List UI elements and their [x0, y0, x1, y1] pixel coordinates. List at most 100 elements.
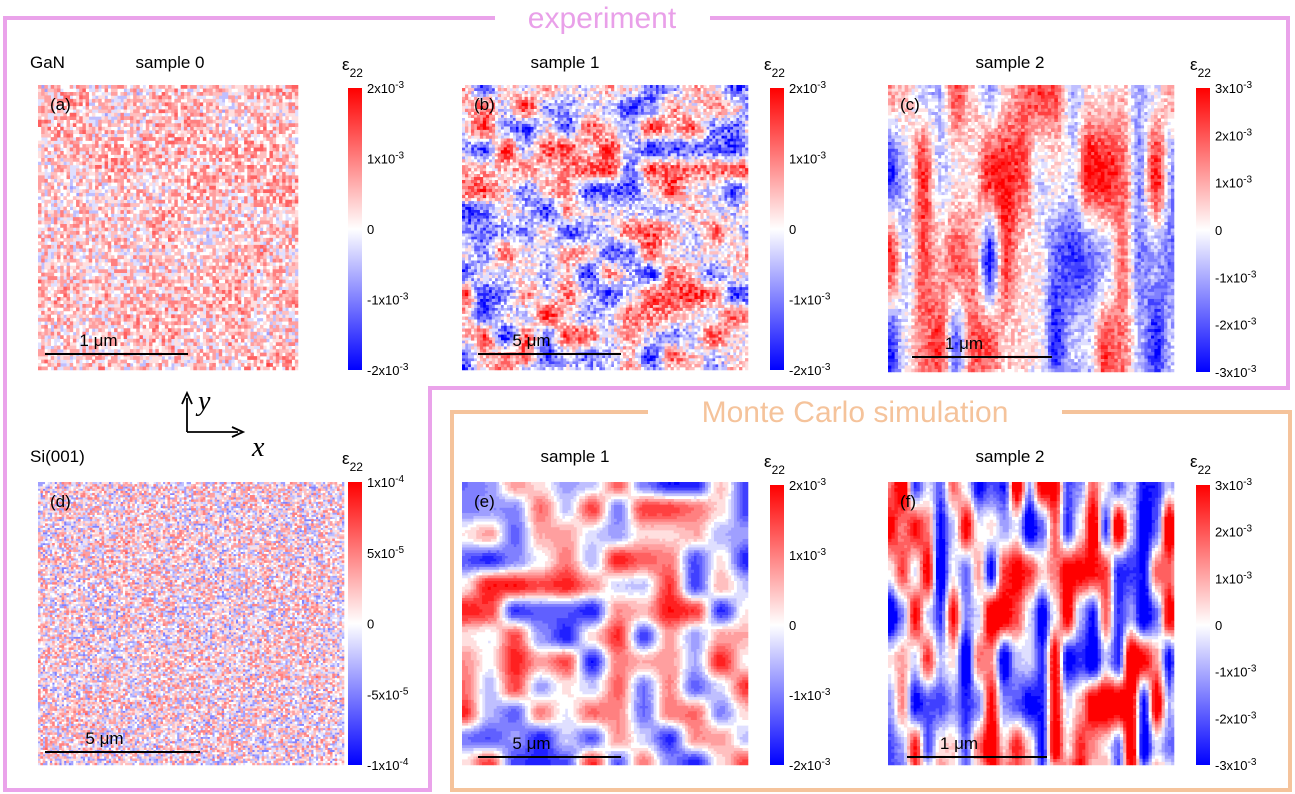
colorbar-tick-label: 0 [367, 617, 374, 632]
tick-base: 3x10 [1215, 478, 1243, 493]
colorbar-title: ε22 [342, 55, 363, 80]
colorbar-tick-label: 2x10-3 [789, 80, 827, 97]
tick-base: 2x10 [789, 478, 817, 493]
tick-base: 3x10 [1215, 81, 1243, 96]
map-texture [38, 482, 345, 766]
colorbar [770, 88, 784, 370]
colorbar-tick-label: 2x10-3 [1215, 127, 1253, 144]
tick-base: 1x10 [367, 475, 395, 490]
colorbar-tick-label: -2x10-3 [789, 362, 831, 379]
tick-exponent: -3 [1243, 477, 1252, 488]
tick-base: -1x10 [1215, 270, 1248, 285]
colorbar-title: ε22 [1190, 452, 1211, 477]
tick-base: 0 [367, 222, 374, 237]
tick-exponent: -3 [1248, 269, 1257, 280]
map-texture [888, 85, 1175, 373]
panel-label: (e) [474, 492, 495, 511]
panel-heading: sample 1 [531, 53, 600, 72]
tick-exponent: -3 [817, 80, 826, 91]
tick-exponent: -3 [395, 150, 404, 161]
simulation-frame [450, 410, 1292, 792]
map-texture [888, 91, 1161, 359]
tick-exponent: -5 [400, 686, 409, 697]
tick-base: 0 [1215, 223, 1222, 238]
map-texture [888, 85, 1175, 373]
colorbar [348, 482, 362, 765]
tick-base: 1x10 [789, 548, 817, 563]
tick-base: 0 [789, 618, 796, 633]
colorbar-tick-label: -1x10-3 [789, 687, 831, 704]
colorbar-tick-label: -2x10-3 [789, 757, 831, 774]
colorbar-tick-label: 1x10-3 [1215, 174, 1253, 191]
map-texture [462, 504, 749, 766]
tick-base: 2x10 [1215, 128, 1243, 143]
scale-bar-label: 5 μm [512, 331, 550, 350]
tick-exponent: -3 [1243, 523, 1252, 534]
tick-exponent: -3 [822, 362, 831, 373]
tick-exponent: -3 [1248, 364, 1257, 375]
panel-label: (a) [50, 95, 71, 114]
axes-indicator: y x [181, 386, 265, 463]
map-texture [38, 85, 299, 371]
map-texture [38, 482, 345, 766]
tick-base: -3x10 [1215, 758, 1248, 773]
panels: (a)GaN sample 01 μmε222x10-31x10-30-1x10-… [30, 53, 1257, 773]
tick-exponent: -3 [817, 477, 826, 488]
map-texture [462, 555, 749, 766]
frame-title: Monte Carlo simulation [702, 396, 1009, 429]
colorbar-tick-label: -5x10-5 [367, 686, 409, 703]
scale-bar-label: 1 μm [940, 734, 978, 753]
panel-label: (d) [50, 492, 71, 511]
tick-base: -2x10 [1215, 318, 1248, 333]
panel-label: (f) [900, 492, 916, 511]
colorbar-symbol: ε [764, 55, 772, 74]
tick-exponent: -3 [400, 291, 409, 302]
tick-exponent: -3 [395, 80, 404, 91]
map-texture [462, 482, 749, 766]
colorbar-title: ε22 [342, 449, 363, 474]
scale-bar-label: 5 μm [85, 729, 123, 748]
tick-exponent: -3 [1243, 127, 1252, 138]
tick-exponent: -3 [822, 291, 831, 302]
colorbar-tick-label: 1x10-3 [789, 547, 827, 564]
colorbar-tick-label: 0 [789, 222, 796, 237]
tick-base: -3x10 [1215, 365, 1248, 380]
panel: (a)GaN sample 01 μmε222x10-31x10-30-1x10-… [30, 53, 409, 378]
panel: (b)sample 15 μmε222x10-31x10-30-1x10-3-2… [462, 53, 831, 378]
colorbar-tick-label: 5x10-5 [367, 544, 405, 561]
tick-exponent: -4 [400, 757, 409, 768]
axis-label: y [195, 386, 211, 417]
tick-base: -1x10 [789, 688, 822, 703]
map-texture [462, 85, 749, 371]
colorbar-tick-label: -3x10-3 [1215, 364, 1257, 381]
map-texture [462, 482, 749, 766]
colorbar-symbol: ε [342, 55, 350, 74]
colorbar-subscript: 22 [1198, 66, 1212, 80]
experiment-frame [3, 16, 1290, 792]
tick-base: 0 [1215, 618, 1222, 633]
tick-exponent: -3 [1248, 316, 1257, 327]
map-texture [38, 85, 299, 371]
panel: (d)Si(001)5 μmε221x10-45x10-50-5x10-5-1x… [30, 447, 409, 773]
colorbar-tick-label: -2x10-3 [367, 362, 409, 379]
colorbar-symbol: ε [1190, 55, 1198, 74]
tick-exponent: -3 [1243, 80, 1252, 91]
tick-base: 2x10 [789, 81, 817, 96]
colorbar-tick-label: -1x10-4 [367, 757, 409, 774]
colorbar-tick-label: 3x10-3 [1215, 477, 1253, 494]
map-texture [487, 583, 674, 613]
colorbar-tick-label: 2x10-3 [1215, 523, 1253, 540]
colorbar-subscript: 22 [772, 463, 786, 477]
map-texture [266, 363, 270, 367]
panel-heading: sample 2 [976, 53, 1045, 72]
tick-base: -2x10 [1215, 711, 1248, 726]
colorbar [1196, 88, 1210, 372]
panel-heading: sample 2 [976, 447, 1045, 466]
map-texture [462, 482, 749, 766]
colorbar-title: ε22 [764, 452, 785, 477]
colorbar-tick-label: 0 [789, 618, 796, 633]
colorbar-tick-label: 3x10-3 [1215, 80, 1253, 97]
colorbar-tick-label: 2x10-3 [367, 80, 405, 97]
